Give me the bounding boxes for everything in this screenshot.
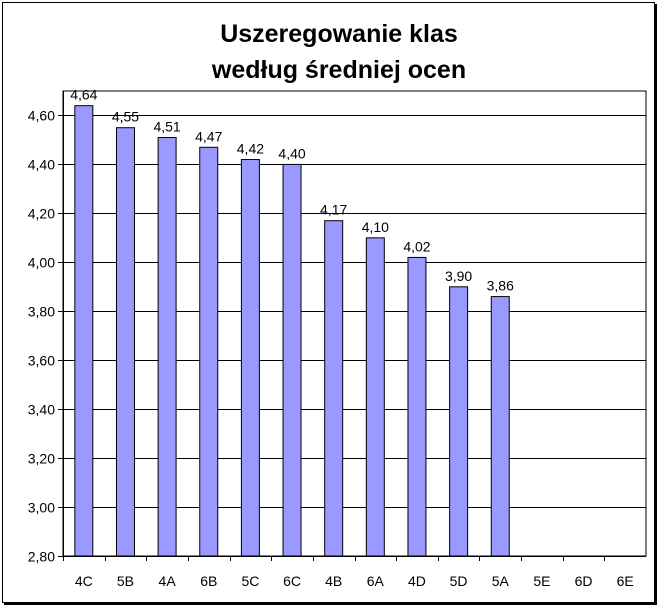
x-tick-label: 4D bbox=[408, 573, 426, 589]
bar bbox=[282, 163, 302, 557]
plot-border bbox=[62, 90, 647, 557]
data-label: 4,51 bbox=[153, 119, 180, 135]
data-label: 4,42 bbox=[237, 141, 264, 157]
y-tick-label: 4,40 bbox=[28, 157, 55, 173]
bar bbox=[407, 256, 427, 557]
data-label: 4,40 bbox=[278, 145, 305, 161]
data-label: 4,55 bbox=[112, 109, 139, 125]
data-label: 4,17 bbox=[320, 202, 347, 218]
data-label: 3,90 bbox=[445, 268, 472, 284]
x-tick-label: 6A bbox=[367, 573, 385, 589]
bar bbox=[199, 146, 219, 557]
data-label: 4,10 bbox=[362, 219, 389, 235]
chart-title-line-2: według średniej ocen bbox=[211, 56, 466, 84]
bar-chart: Uszeregowanie klas według średniej ocen … bbox=[28, 20, 647, 589]
data-label: 4,47 bbox=[195, 128, 222, 144]
data-label: 4,02 bbox=[403, 238, 430, 254]
x-tick-label: 5A bbox=[492, 573, 510, 589]
x-tick-label: 5D bbox=[450, 573, 468, 589]
bar bbox=[490, 296, 510, 557]
y-tick-label: 4,20 bbox=[28, 206, 55, 222]
bar bbox=[74, 105, 94, 557]
data-label: 3,86 bbox=[487, 278, 514, 294]
bar bbox=[115, 127, 135, 557]
x-tick-label: 6C bbox=[283, 573, 301, 589]
bar bbox=[157, 137, 177, 557]
plot-area: 2,80 3,00 3,20 3,40 3,60 3,80 4,00 4,20 4,40 4,60… bbox=[28, 87, 647, 589]
y-tick-label: 2,80 bbox=[28, 549, 55, 565]
x-tick-label: 4A bbox=[159, 573, 177, 589]
bar bbox=[449, 286, 469, 557]
y-tick-label: 3,40 bbox=[28, 402, 55, 418]
data-label: 4,64 bbox=[70, 87, 97, 103]
y-tick-label: 3,00 bbox=[28, 500, 55, 516]
y-tick-label: 3,80 bbox=[28, 304, 55, 320]
x-tick-label: 5E bbox=[533, 573, 550, 589]
chart-title-line-1: Uszeregowanie klas bbox=[220, 20, 458, 48]
x-tick-label: 6D bbox=[575, 573, 593, 589]
y-tick-label: 3,20 bbox=[28, 451, 55, 467]
y-tick-label: 3,60 bbox=[28, 353, 55, 369]
bar bbox=[240, 159, 260, 557]
x-tick-label: 5C bbox=[241, 573, 259, 589]
x-tick-label: 6E bbox=[617, 573, 634, 589]
x-tick-label: 4C bbox=[75, 573, 93, 589]
y-tick-label: 4,00 bbox=[28, 255, 55, 271]
bar bbox=[324, 220, 344, 557]
y-tick-label: 4,60 bbox=[28, 108, 55, 124]
x-tick-label: 5B bbox=[117, 573, 134, 589]
bar bbox=[365, 237, 385, 557]
x-tick-label: 6B bbox=[200, 573, 217, 589]
x-tick-label: 4B bbox=[325, 573, 342, 589]
